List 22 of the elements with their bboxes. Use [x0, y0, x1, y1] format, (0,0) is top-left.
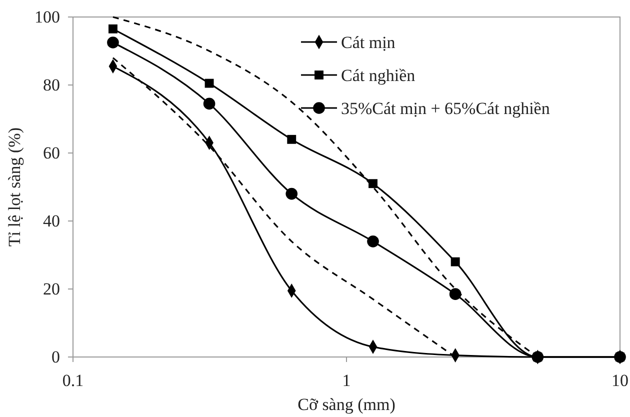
point — [450, 257, 460, 266]
legend-label: 35%Cát mịn + 65%Cát nghiền — [341, 99, 550, 118]
y-tick-label: 100 — [34, 7, 60, 26]
x-tick-label: 10 — [612, 371, 628, 390]
legend-label: Cát nghiền — [341, 66, 416, 85]
y-axis-title: Tỉ lệ lọt sàng (%) — [5, 128, 24, 246]
point — [204, 78, 214, 88]
x-axis-title: Cỡ sàng (mm) — [298, 395, 396, 414]
y-tick-label: 60 — [43, 143, 60, 162]
y-tick-label: 40 — [43, 211, 60, 230]
point — [449, 288, 462, 300]
point — [203, 98, 216, 110]
point — [368, 179, 378, 188]
point — [287, 134, 296, 144]
x-tick-label: 0.1 — [62, 371, 84, 390]
x-tick-label: 1 — [342, 371, 351, 390]
y-tick-label: 20 — [43, 279, 60, 298]
y-tick-label: 80 — [43, 75, 60, 94]
point — [367, 235, 379, 248]
y-tick-label: 0 — [52, 347, 60, 366]
point — [286, 188, 298, 200]
legend-label: Cát mịn — [341, 33, 396, 52]
